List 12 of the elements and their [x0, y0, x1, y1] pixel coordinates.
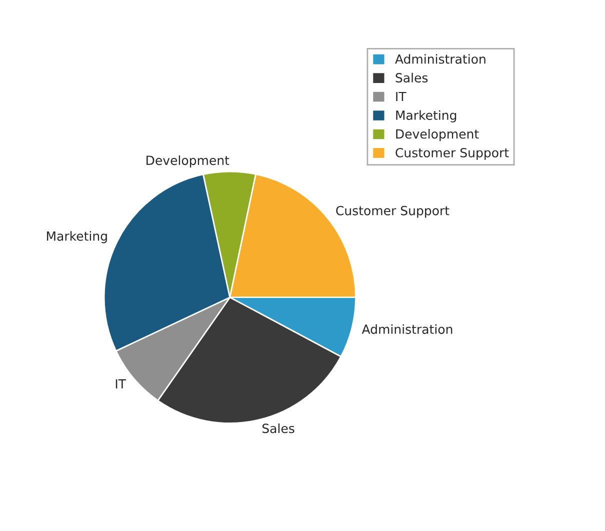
legend-label: Development	[396, 129, 479, 142]
legend-label: IT	[396, 92, 406, 102]
slice-label: Development	[146, 155, 230, 168]
legend-label: Marketing	[396, 110, 456, 122]
slice-label: Administration	[362, 324, 452, 334]
legend-label: Sales	[396, 72, 428, 83]
slice-label: Customer Support	[336, 206, 450, 218]
legend-label: Customer Support	[396, 148, 509, 160]
slice-label: Sales	[262, 423, 294, 434]
legend-label: Administration	[395, 54, 486, 64]
slice-label: IT	[116, 379, 126, 388]
slice-label: Marketing	[46, 231, 107, 244]
